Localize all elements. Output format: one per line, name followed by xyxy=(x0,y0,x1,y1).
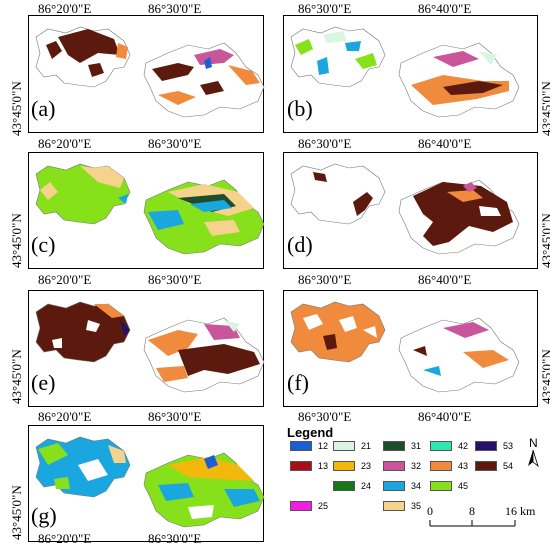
legend-swatch xyxy=(290,461,312,471)
lon-label: 86°30'0"E xyxy=(148,136,202,151)
legend-swatch xyxy=(430,441,452,451)
lon-label: 86°30'0"E xyxy=(298,272,352,287)
lat-label: 43°45'0"N xyxy=(539,349,550,404)
north-arrow-icon xyxy=(528,449,539,468)
lon-label: 86°40'0"E xyxy=(418,136,472,151)
legend-swatch xyxy=(475,441,497,451)
legend-item-34: 34 xyxy=(383,480,421,492)
scale-bar xyxy=(429,520,516,527)
legend-code: 53 xyxy=(503,441,514,451)
legend-swatch xyxy=(430,461,452,471)
legend-code: 24 xyxy=(361,481,372,491)
legend-item-32: 32 xyxy=(383,460,421,472)
legend-code: 34 xyxy=(411,481,422,491)
legend-item-42: 42 xyxy=(430,440,468,452)
lon-label: 86°40'0"E xyxy=(418,409,472,424)
legend-code: 35 xyxy=(411,501,422,511)
lon-label: 86°20'0"E xyxy=(38,272,92,287)
legend-code: 54 xyxy=(503,461,514,471)
lon-label: 86°20'0"E xyxy=(38,409,92,424)
lon-label: 86°40'0"E xyxy=(418,272,472,287)
legend-swatch xyxy=(333,441,355,451)
legend-swatch xyxy=(430,481,452,491)
legend-code: 13 xyxy=(318,461,329,471)
legend-swatch xyxy=(475,461,497,471)
lon-label: 86°30'0"E xyxy=(148,272,202,287)
legend-code: 12 xyxy=(318,441,329,451)
legend-code: 23 xyxy=(361,461,372,471)
panel-label-e: (e) xyxy=(31,370,56,395)
lon-label: 86°30'0"E xyxy=(148,409,202,424)
lon-label: 86°30'0"E xyxy=(148,1,202,16)
legend-swatch xyxy=(290,441,312,451)
lon-label: 86°20'0"E xyxy=(38,531,92,546)
lat-label: 43°45'0"N xyxy=(9,485,24,540)
legend-swatch xyxy=(290,501,312,511)
lat-label: 43°45'0"N xyxy=(9,81,24,136)
legend-item-24: 24 xyxy=(333,480,371,492)
north-label: N xyxy=(529,436,538,450)
panel-label-g: (g) xyxy=(31,503,57,528)
legend-item-23: 23 xyxy=(333,460,371,472)
legend-code: 32 xyxy=(411,461,422,471)
legend-item-53: 53 xyxy=(475,440,513,452)
legend-swatch xyxy=(383,441,405,451)
legend-item-25: 25 xyxy=(290,500,328,512)
panel-label-b: (b) xyxy=(287,96,313,121)
panel-label-f: (f) xyxy=(287,370,309,395)
legend-item-21: 21 xyxy=(333,440,371,452)
lon-label: 86°20'0"E xyxy=(38,1,92,16)
legend-code: 31 xyxy=(411,441,422,451)
lat-label: 43°45'0"N xyxy=(9,349,24,404)
panel-label-c: (c) xyxy=(31,232,56,257)
legend-item-35: 35 xyxy=(383,500,421,512)
legend-code: 25 xyxy=(318,501,329,511)
lat-label: 43°45'0"N xyxy=(539,81,550,136)
scale-tick-8: 8 xyxy=(469,504,475,518)
lat-label: 43°45'0"N xyxy=(539,213,550,268)
legend-code: 43 xyxy=(458,461,469,471)
legend-item-54: 54 xyxy=(475,460,513,472)
scale-tick-16km: 16 km xyxy=(505,504,536,518)
legend-item-13: 13 xyxy=(290,460,328,472)
lon-label: 86°30'0"E xyxy=(148,531,202,546)
panel-label-d: (d) xyxy=(287,232,313,257)
legend-swatch xyxy=(383,461,405,471)
legend-swatch xyxy=(333,481,355,491)
lon-label: 86°40'0"E xyxy=(418,1,472,16)
legend-code: 21 xyxy=(361,441,372,451)
legend-code: 42 xyxy=(458,441,469,451)
lon-label: 86°30'0"E xyxy=(298,409,352,424)
lon-label: 86°30'0"E xyxy=(298,136,352,151)
lon-label: 86°20'0"E xyxy=(38,136,92,151)
lon-label: 86°30'0"E xyxy=(298,1,352,16)
panel-label-a: (a) xyxy=(31,96,56,121)
legend-item-45: 45 xyxy=(430,480,468,492)
legend-title: Legend xyxy=(287,425,334,440)
legend-item-12: 12 xyxy=(290,440,328,452)
legend-item-31: 31 xyxy=(383,440,421,452)
lat-label: 43°45'0"N xyxy=(9,213,24,268)
legend-swatch xyxy=(383,481,405,491)
legend-item-43: 43 xyxy=(430,460,468,472)
legend-swatch xyxy=(333,461,355,471)
legend-swatch xyxy=(383,501,405,511)
scale-tick-0: 0 xyxy=(427,504,433,518)
legend-code: 45 xyxy=(458,481,469,491)
